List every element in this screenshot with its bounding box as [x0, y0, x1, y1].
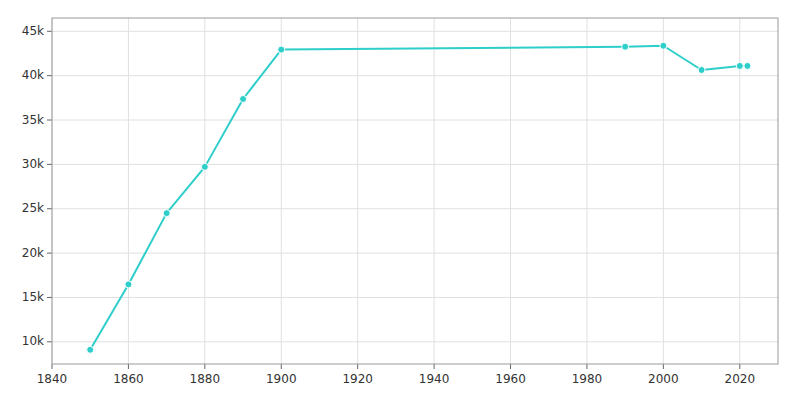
- x-grid-line: [128, 18, 129, 364]
- y-tick-label: 15k: [22, 290, 44, 304]
- series: [87, 42, 751, 353]
- y-grid-line: [52, 253, 778, 254]
- x-grid-line: [204, 18, 205, 364]
- x-tick-label: 1900: [266, 372, 297, 386]
- y-tick: [47, 253, 52, 254]
- x-tick: [52, 364, 53, 369]
- x-tick-label: 1960: [495, 372, 526, 386]
- y-grid-line: [52, 341, 778, 342]
- y-grid-line: [52, 31, 778, 32]
- point: [87, 346, 94, 353]
- y-tick: [47, 208, 52, 209]
- x-grid-line: [663, 18, 664, 364]
- y-tick-label: 10k: [22, 334, 44, 348]
- x-tick: [357, 364, 358, 369]
- x-tick-label: 1860: [113, 372, 144, 386]
- x-tick: [739, 364, 740, 369]
- x-tick: [586, 364, 587, 369]
- line: [90, 46, 747, 350]
- y-tick-label: 20k: [22, 246, 44, 260]
- x-tick: [281, 364, 282, 369]
- x-grid-line: [510, 18, 511, 364]
- y-tick-label: 35k: [22, 113, 44, 127]
- y-grid-line: [52, 208, 778, 209]
- x-tick: [434, 364, 435, 369]
- x-grid-line: [586, 18, 587, 364]
- point: [163, 210, 170, 217]
- x-grid-line: [281, 18, 282, 364]
- x-tick-label: 1840: [37, 372, 68, 386]
- y-tick: [47, 341, 52, 342]
- point: [240, 95, 247, 102]
- x-tick: [204, 364, 205, 369]
- y-grid-line: [52, 164, 778, 165]
- y-tick: [47, 120, 52, 121]
- point: [744, 62, 751, 69]
- point: [660, 42, 667, 49]
- axes: 10k 15k 20k 25k 30k 35k 40k 45k 1840 1860 1880 1900…: [22, 18, 778, 386]
- x-tick: [510, 364, 511, 369]
- y-tick: [47, 164, 52, 165]
- x-grid-line: [357, 18, 358, 364]
- x-tick-label: 1920: [342, 372, 373, 386]
- chart-svg: 10k 15k 20k 25k 30k 35k 40k 45k 1840 1860 1880 1900…: [0, 0, 800, 400]
- y-tick: [47, 75, 52, 76]
- x-tick-label: 1980: [572, 372, 603, 386]
- y-tick-label: 45k: [22, 24, 44, 38]
- y-tick-label: 25k: [22, 201, 44, 215]
- point: [736, 62, 743, 69]
- chart-container: 10k 15k 20k 25k 30k 35k 40k 45k 1840 1860 1880 1900…: [0, 0, 800, 400]
- x-grid-line: [434, 18, 435, 364]
- point: [698, 66, 705, 73]
- y-tick: [47, 31, 52, 32]
- y-grid-line: [52, 75, 778, 76]
- point: [278, 46, 285, 53]
- plot-frame: [52, 18, 778, 364]
- y-grid-line: [52, 297, 778, 298]
- point: [622, 43, 629, 50]
- x-tick-label: 1940: [419, 372, 450, 386]
- y-tick: [47, 297, 52, 298]
- x-tick-label: 2020: [725, 372, 756, 386]
- y-grid-line: [52, 120, 778, 121]
- x-tick: [128, 364, 129, 369]
- y-tick-label: 40k: [22, 68, 44, 82]
- point: [125, 281, 132, 288]
- point: [201, 163, 208, 170]
- grid: [52, 18, 778, 364]
- x-tick: [663, 364, 664, 369]
- x-tick-label: 1880: [190, 372, 221, 386]
- x-tick-label: 2000: [648, 372, 679, 386]
- y-tick-label: 30k: [22, 157, 44, 171]
